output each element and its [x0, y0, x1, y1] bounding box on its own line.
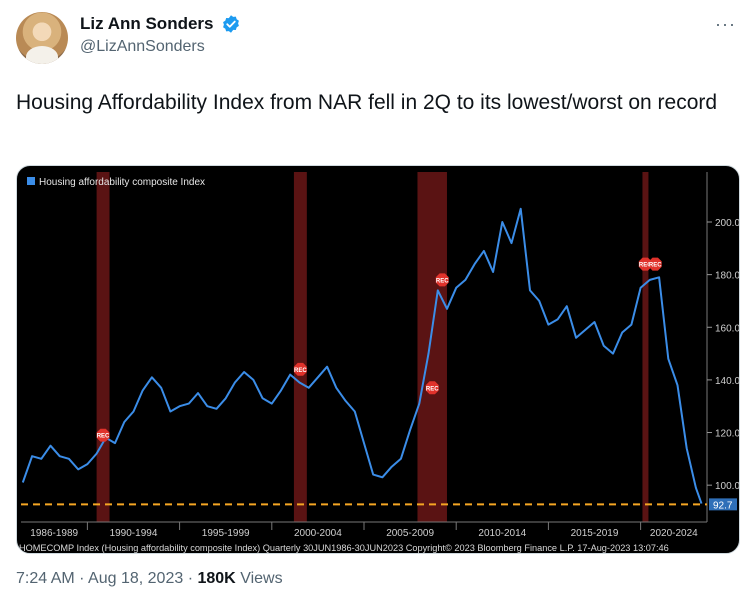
- recession-band: [96, 172, 110, 522]
- recession-marker: REC: [648, 257, 662, 271]
- more-options-icon[interactable]: ···: [715, 14, 736, 34]
- recession-band: [642, 172, 649, 522]
- recession-marker: REC: [638, 257, 652, 271]
- x-tick-label: 1990-1994: [110, 528, 158, 539]
- y-tick-label: 200.0: [715, 218, 740, 229]
- recession-marker: REC: [425, 381, 439, 395]
- author-display-name[interactable]: Liz Ann Sonders: [80, 14, 214, 33]
- recession-band: [293, 172, 307, 522]
- tweet-date[interactable]: Aug 18, 2023: [88, 570, 184, 587]
- tweet-header: Liz Ann Sonders @LizAnnSonders ···: [16, 12, 740, 68]
- x-tick-label: 1995-1999: [202, 528, 250, 539]
- recession-marker: REC: [435, 273, 449, 287]
- y-tick-label: 180.0: [715, 271, 740, 282]
- meta-separator: ·: [187, 570, 194, 587]
- views-label: Views: [240, 570, 283, 587]
- y-tick-label: 140.0: [715, 376, 740, 387]
- recession-marker-label: REC: [649, 263, 662, 269]
- legend-swatch: [27, 177, 35, 185]
- recession-marker-label: REC: [639, 263, 652, 269]
- recession-band: [417, 172, 447, 522]
- y-tick-label: 160.0: [715, 323, 740, 334]
- x-tick-label: 2005-2009: [386, 528, 434, 539]
- y-tick-label: 100.0: [715, 481, 740, 492]
- recession-marker-shape: [293, 362, 307, 376]
- recession-marker-shape: [648, 257, 662, 271]
- tweet-meta: 7:24 AM · Aug 18, 2023 · 180K Views: [16, 570, 283, 588]
- recession-marker: REC: [96, 428, 110, 442]
- last-value-badge: [709, 498, 737, 511]
- chart-source-text: HOMECOMP Index (Housing affordability co…: [19, 543, 669, 553]
- author-handle[interactable]: @LizAnnSonders: [80, 38, 205, 55]
- recession-marker-shape: [638, 257, 652, 271]
- views-count: 180K: [197, 570, 236, 587]
- author-names: Liz Ann Sonders @LizAnnSonders: [80, 14, 241, 56]
- x-tick-label: 2015-2019: [571, 528, 619, 539]
- tweet-media-chart[interactable]: 100.0 120.0 140.0 160.0 180.0 200.0 1986-1989 1…: [16, 165, 740, 554]
- recession-marker-shape: [425, 381, 439, 395]
- x-tick-label: 1986-1989: [30, 528, 78, 539]
- meta-separator: ·: [79, 570, 85, 587]
- legend-label: Housing affordability composite Index: [39, 177, 205, 188]
- tweet-time[interactable]: 7:24 AM: [16, 570, 75, 587]
- line-chart: 100.0 120.0 140.0 160.0 180.0 200.0 1986-1989 1…: [19, 172, 740, 553]
- tweet-text: Housing Affordability Index from NAR fel…: [16, 91, 718, 114]
- series-line: [21, 207, 703, 504]
- author-avatar[interactable]: [16, 12, 68, 64]
- recession-marker: REC: [293, 362, 307, 376]
- recession-marker-label: REC: [436, 278, 449, 284]
- recession-marker-label: REC: [294, 368, 307, 374]
- recession-marker-label: REC: [426, 386, 439, 392]
- recession-marker-shape: [435, 273, 449, 287]
- recession-marker-shape: [96, 428, 110, 442]
- last-value-label: 92.7: [713, 500, 733, 511]
- x-tick-label: 2000-2004: [294, 528, 342, 539]
- x-tick-label: 2010-2014: [478, 528, 526, 539]
- x-tick-label: 2020-2024: [650, 528, 698, 539]
- recession-marker-label: REC: [97, 434, 110, 440]
- y-tick-label: 120.0: [715, 429, 740, 440]
- verified-badge-icon: [223, 15, 239, 33]
